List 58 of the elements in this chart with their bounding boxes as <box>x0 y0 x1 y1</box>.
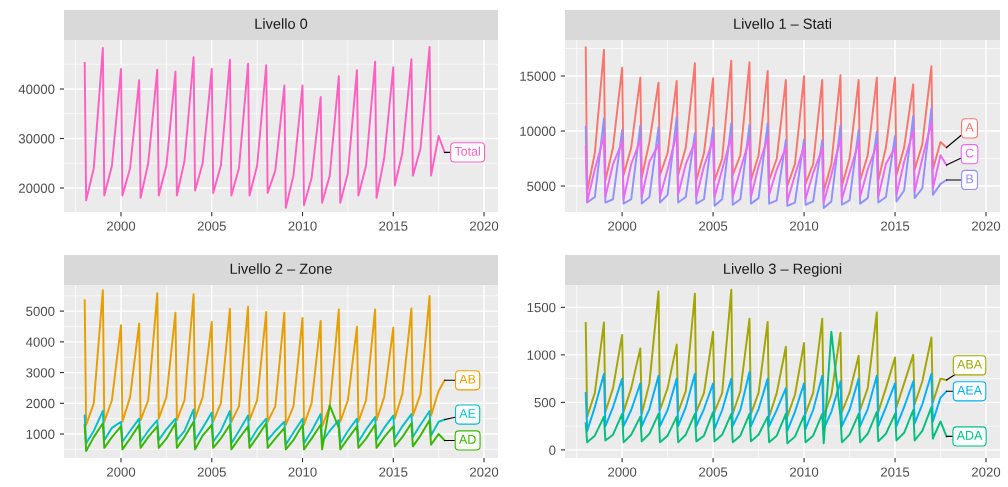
x-tick-label: 2020 <box>470 221 499 231</box>
x-tick-label: 2010 <box>288 221 317 231</box>
series-label: AB <box>459 374 476 384</box>
x-tick-label: 2005 <box>699 467 728 477</box>
x-tick-label: 2005 <box>197 467 226 477</box>
y-tick-label: 40000 <box>18 84 55 94</box>
y-tick-label: 30000 <box>18 134 55 144</box>
line-series <box>83 289 446 428</box>
y-tick-label: 5000 <box>26 306 55 317</box>
x-tick-label: 2020 <box>971 221 1001 231</box>
y-tick-label: 1000 <box>527 350 556 360</box>
x-tick-label: 2000 <box>608 221 637 231</box>
chart-title: Livello 3 – Regioni <box>724 263 842 277</box>
y-tick-label: 20000 <box>18 183 55 193</box>
x-tick-label: 2000 <box>106 221 136 231</box>
x-tick-label: 2000 <box>106 467 136 477</box>
x-tick-label: 2000 <box>608 467 637 477</box>
y-tick-label: 5000 <box>527 181 556 191</box>
x-tick-label: 2015 <box>379 221 408 231</box>
series-label: AD <box>458 435 476 444</box>
y-tick-label: 0 <box>549 445 556 455</box>
series-label: ABA <box>957 359 983 369</box>
x-tick-label: 2015 <box>881 221 910 231</box>
line-series <box>584 288 948 418</box>
y-tick-label: 2000 <box>26 398 55 409</box>
y-tick-label: 500 <box>534 397 556 408</box>
x-tick-label: 2010 <box>790 467 819 477</box>
series-label: ADA <box>956 431 983 440</box>
line-series <box>584 330 948 445</box>
line-series <box>584 121 948 204</box>
line-series <box>584 371 948 432</box>
line-series <box>83 404 446 452</box>
y-tick-label: 1000 <box>26 429 55 439</box>
x-tick-label: 2005 <box>197 221 226 231</box>
series-label: A <box>965 123 974 132</box>
y-tick-label: 10000 <box>520 126 556 136</box>
y-tick-label: 4000 <box>25 337 55 347</box>
x-tick-label: 2015 <box>881 467 910 477</box>
y-tick-label: 15000 <box>520 71 556 81</box>
x-tick-label: 2020 <box>470 467 499 477</box>
x-tick-label: 2005 <box>699 221 728 231</box>
y-tick-label: 3000 <box>26 368 55 378</box>
line-series <box>83 45 446 209</box>
x-tick-label: 2010 <box>288 467 317 477</box>
x-tick-label: 2015 <box>379 467 408 477</box>
series-label: B <box>966 174 974 184</box>
series-label: Total <box>454 146 480 156</box>
x-tick-label: 2020 <box>971 467 1001 477</box>
line-series <box>83 408 446 446</box>
y-tick-label: 1500 <box>527 302 556 313</box>
chart-title: Livello 2 – Zone <box>230 263 332 274</box>
line-series <box>584 46 948 193</box>
series-label: AE <box>459 409 476 418</box>
chart-title: Livello 0 <box>255 18 308 29</box>
series-label: C <box>965 148 974 158</box>
chart-title: Livello 1 – Stati <box>734 18 831 29</box>
x-tick-label: 2010 <box>790 221 819 231</box>
series-label: AEA <box>957 385 983 395</box>
